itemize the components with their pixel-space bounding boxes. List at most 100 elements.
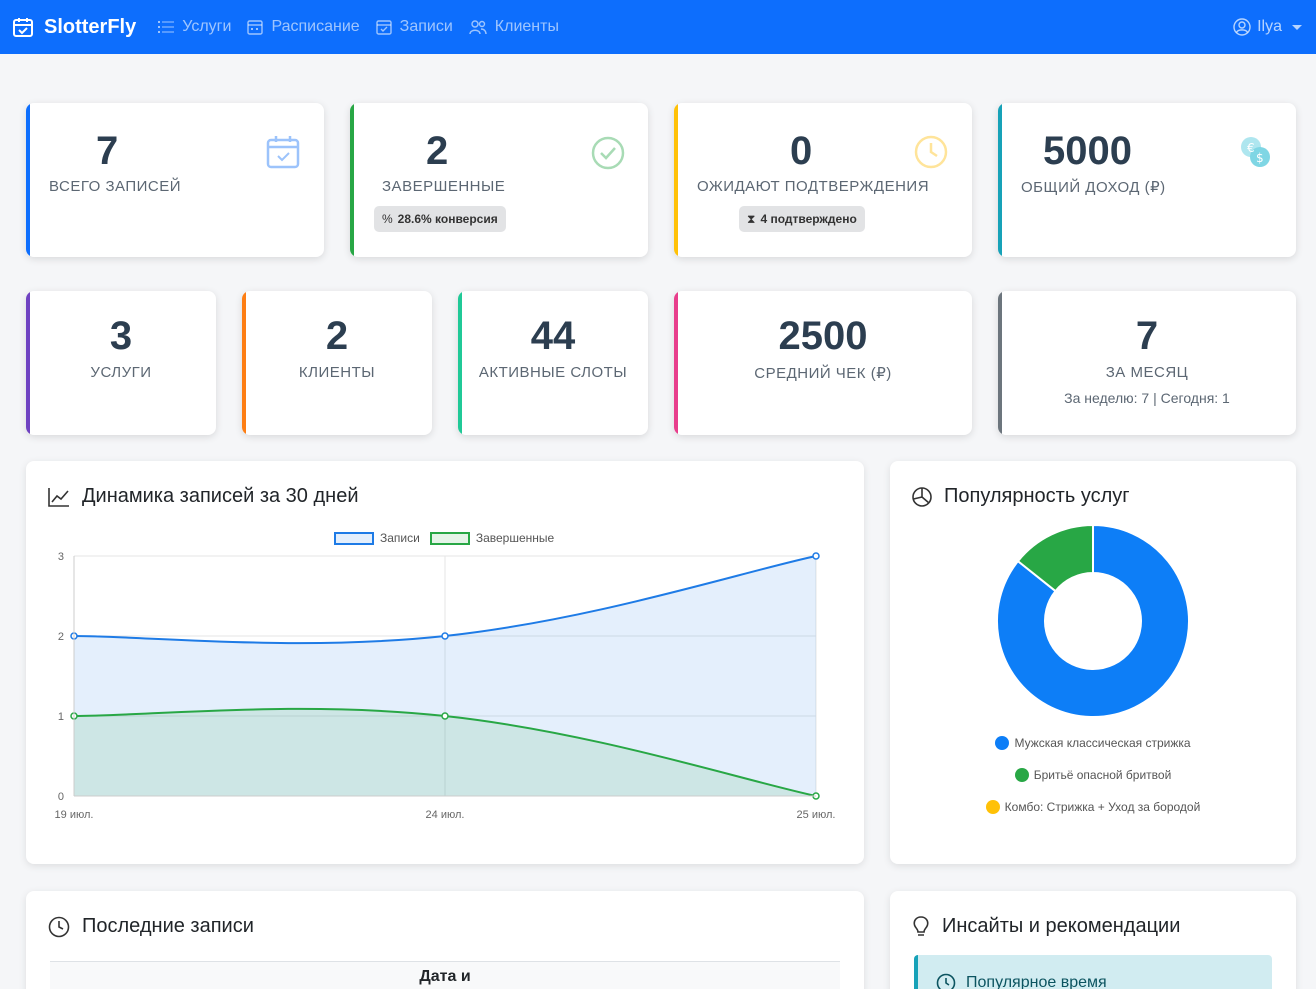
panel-title-text: Последние записи xyxy=(82,915,254,937)
coins-icon: €$ xyxy=(1241,137,1270,167)
clock-icon xyxy=(936,973,956,989)
data-point[interactable] xyxy=(812,552,820,560)
insight-title: Популярное время xyxy=(936,973,1107,989)
panel-title: Популярность услуг xyxy=(912,485,1130,508)
stat-label: УСЛУГИ xyxy=(90,364,152,381)
svg-text:$: $ xyxy=(1256,151,1264,165)
calendar-week-icon xyxy=(247,20,264,35)
percent-icon: % xyxy=(382,212,393,226)
top-navbar: SlotterFly Услуги Расписание Записи Клие… xyxy=(0,0,1316,54)
service-popularity-panel: Популярность услуг Мужская классическая … xyxy=(890,461,1296,864)
series-area xyxy=(74,708,816,796)
stat-value: 5000 xyxy=(1043,129,1132,173)
stat-subtext: За неделю: 7 | Сегодня: 1 xyxy=(1064,390,1230,406)
user-menu[interactable]: Ilya xyxy=(1233,0,1302,54)
y-tick-label: 2 xyxy=(58,631,64,643)
trend-chart: 0 1 2 3 19 июл. 24 июл. 25 июл. xyxy=(55,551,836,821)
chart-legend: Записи Завершенные xyxy=(334,531,554,545)
user-name: Ilya xyxy=(1257,18,1282,35)
stat-value: 44 xyxy=(530,314,576,358)
nav-item-bookings[interactable]: Записи xyxy=(375,18,453,36)
stat-value: 7 xyxy=(96,129,119,173)
donut-chart xyxy=(996,523,1190,718)
legend-dot xyxy=(995,736,1010,750)
legend-swatch xyxy=(334,531,374,545)
data-point[interactable] xyxy=(441,712,449,720)
calendar-check-icon xyxy=(13,18,33,37)
pie-slice[interactable] xyxy=(996,523,1190,718)
legend-label[interactable]: Завершенные xyxy=(475,531,555,545)
stat-label: ЗАВЕРШЕННЫЕ xyxy=(382,178,506,195)
nav-item-schedule[interactable]: Расписание xyxy=(247,18,360,36)
stat-value: 0 xyxy=(790,129,813,173)
nav-item-label: Клиенты xyxy=(494,18,559,35)
stat-clients: 2 КЛИЕНТЫ xyxy=(242,291,432,435)
table-header-date[interactable]: Дата и xyxy=(50,961,840,989)
insight-card: Популярное время xyxy=(914,955,1272,989)
user-circle-icon xyxy=(1233,18,1251,36)
panel-title: Инсайты и рекомендации xyxy=(912,915,1180,938)
legend-label: Комбо: Стрижка + Уход за бородой xyxy=(1004,800,1201,814)
panel-title-text: Инсайты и рекомендации xyxy=(942,915,1181,937)
badge-text: 4 подтверждено xyxy=(760,212,857,226)
list-icon xyxy=(158,21,175,33)
svg-text:€: € xyxy=(1247,141,1255,155)
legend-label: Бритьё опасной бритвой xyxy=(1033,768,1172,782)
panel-title-text: Динамика записей за 30 дней xyxy=(82,485,359,507)
legend-label[interactable]: Записи xyxy=(380,531,420,545)
pie-legend-item[interactable]: Мужская классическая стрижка xyxy=(890,736,1296,750)
check-circle-icon xyxy=(591,136,625,170)
people-icon xyxy=(469,20,487,35)
chevron-down-icon xyxy=(1292,24,1302,30)
brand-name: SlotterFly xyxy=(44,15,137,38)
y-tick-label: 0 xyxy=(58,791,64,803)
lightbulb-icon xyxy=(913,915,929,936)
stat-label: ВСЕГО ЗАПИСЕЙ xyxy=(49,178,182,195)
stat-value: 3 xyxy=(109,314,133,358)
calendar-check-icon xyxy=(375,20,392,35)
nav-item-clients[interactable]: Клиенты xyxy=(469,18,559,36)
legend-swatch xyxy=(429,531,470,545)
nav-item-label: Расписание xyxy=(271,18,360,35)
pie-legend-item[interactable]: Бритьё опасной бритвой xyxy=(890,768,1296,782)
pie-legend-item[interactable]: Комбо: Стрижка + Уход за бородой xyxy=(890,800,1296,814)
panel-title: Динамика записей за 30 дней xyxy=(48,485,358,508)
pie-chart-icon xyxy=(912,486,932,507)
insight-title-text: Популярное время xyxy=(966,974,1107,989)
stat-label: ОЖИДАЮТ ПОДТВЕРЖДЕНИЯ xyxy=(697,178,930,195)
x-tick-label: 19 июл. xyxy=(55,809,94,821)
stat-value: 2 xyxy=(325,314,349,358)
y-tick-label: 1 xyxy=(58,711,64,723)
conversion-badge: % 28.6% конверсия xyxy=(374,206,506,232)
data-point[interactable] xyxy=(441,632,449,640)
nav-item-services[interactable]: Услуги xyxy=(158,18,231,36)
stat-label: КЛИЕНТЫ xyxy=(298,364,376,381)
brand-link[interactable]: SlotterFly xyxy=(12,16,136,39)
confirmed-badge: ⧗ 4 подтверждено xyxy=(739,206,865,232)
nav-item-label: Записи xyxy=(399,18,453,35)
x-tick-label: 24 июл. xyxy=(426,809,465,821)
x-tick-label: 25 июл. xyxy=(797,809,836,821)
stat-value: 7 xyxy=(1135,314,1159,358)
stat-services: 3 УСЛУГИ xyxy=(26,291,216,435)
stat-completed: 2 ЗАВЕРШЕННЫЕ % 28.6% конверсия xyxy=(350,103,648,257)
legend-dot xyxy=(1014,768,1029,782)
stat-value: 2500 xyxy=(778,314,868,358)
stat-label: ОБЩИЙ ДОХОД (₽) xyxy=(1021,179,1166,196)
panel-title-text: Популярность услуг xyxy=(944,485,1130,507)
clock-icon xyxy=(914,135,948,169)
clock-icon xyxy=(48,916,70,937)
y-tick-label: 3 xyxy=(58,551,64,563)
nav-item-label: Услуги xyxy=(182,18,232,35)
hourglass-icon: ⧗ xyxy=(747,211,756,226)
stat-pending: 0 ОЖИДАЮТ ПОДТВЕРЖДЕНИЯ ⧗ 4 подтверждено xyxy=(674,103,972,257)
legend-dot xyxy=(985,800,1000,814)
legend-label: Мужская классическая стрижка xyxy=(1014,736,1191,750)
pie-slice[interactable] xyxy=(1016,523,1094,593)
recent-bookings-panel: Последние записи Дата и xyxy=(26,891,864,989)
stat-label: АКТИВНЫЕ СЛОТЫ xyxy=(478,364,628,381)
stat-average-check: 2500 СРЕДНИЙ ЧЕК (₽) xyxy=(674,291,972,435)
line-chart-icon xyxy=(48,487,69,507)
stat-label: СРЕДНИЙ ЧЕК (₽) xyxy=(754,365,892,382)
insights-panel: Инсайты и рекомендации Популярное время xyxy=(890,891,1296,989)
